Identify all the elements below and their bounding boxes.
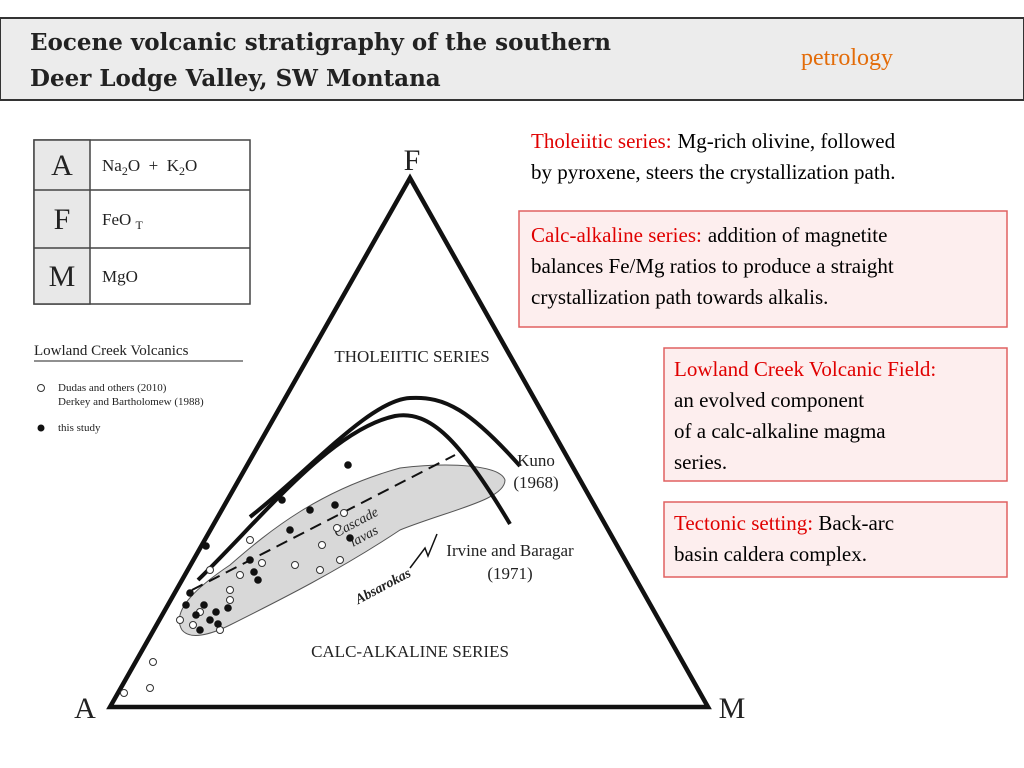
filled-point xyxy=(196,626,204,634)
header-band xyxy=(0,17,1024,101)
open-point xyxy=(316,566,324,574)
note-body: addition of magnetite xyxy=(708,223,888,247)
note-line: Lowland Creek Volcanic Field: xyxy=(674,357,936,381)
vertex-label: M xyxy=(719,692,746,725)
pointer xyxy=(409,533,438,569)
note-head: Tholeiitic series: xyxy=(531,129,672,153)
open-point xyxy=(146,684,154,692)
filled-point xyxy=(250,568,258,576)
vertex-label: F xyxy=(404,144,421,177)
formula-part: MgO xyxy=(102,267,138,286)
open-point xyxy=(333,524,341,532)
open-point xyxy=(246,536,254,544)
vertex-label: A xyxy=(74,692,96,725)
note-line: by pyroxene, steers the crystallization … xyxy=(531,160,895,184)
curve-label: Kuno xyxy=(517,451,555,470)
legend-title: Lowland Creek Volcanics xyxy=(34,343,189,359)
filled-point xyxy=(214,620,222,628)
title-line: Deer Lodge Valley, SW Montana xyxy=(30,65,441,92)
key-formula: Na2O + K2O xyxy=(102,156,197,178)
filled-point xyxy=(206,616,214,624)
subscript: 2 xyxy=(122,164,128,178)
filled-point xyxy=(346,534,354,542)
subscript: T xyxy=(136,218,144,232)
note-line: of a calc-alkaline magma xyxy=(674,419,886,443)
key-letter: F xyxy=(54,203,71,236)
trend-line xyxy=(191,454,456,591)
open-point xyxy=(120,689,128,697)
subscript: 2 xyxy=(179,164,185,178)
open-point xyxy=(291,561,299,569)
filled-point xyxy=(278,496,286,504)
note-body: Back-arc xyxy=(813,511,894,535)
filled-point xyxy=(254,576,262,584)
tag: petrology xyxy=(801,45,893,71)
note-box xyxy=(663,347,1008,482)
legend-entry: Derkey and Bartholomew (1988) xyxy=(58,396,204,408)
formula-part: O + K xyxy=(128,156,180,175)
note-line: basin caldera complex. xyxy=(674,542,867,566)
filled-point xyxy=(202,542,210,550)
legend-entry: this study xyxy=(58,422,101,434)
note-line: Tholeiitic series: Mg-rich olivine, follo… xyxy=(531,129,896,153)
filled-point xyxy=(182,601,190,609)
key-letter: M xyxy=(49,260,76,293)
note-head: Tectonic setting: xyxy=(674,511,813,535)
title-line: Eocene volcanic stratigraphy of the sout… xyxy=(30,29,611,56)
legend-entry: Dudas and others (2010) xyxy=(58,382,167,394)
open-point xyxy=(258,559,266,567)
note-line: Tectonic setting: Back-arc xyxy=(674,511,894,535)
key-formula: MgO xyxy=(102,267,138,286)
note-line: crystallization path towards alkalis. xyxy=(531,285,828,309)
note-line: series. xyxy=(674,450,727,474)
cascade-field xyxy=(179,464,506,636)
formula-part: Na xyxy=(102,156,122,175)
filled-point xyxy=(344,461,352,469)
filled-point xyxy=(286,526,294,534)
legend-symbol xyxy=(37,424,45,432)
formula-part: FeO xyxy=(102,210,136,229)
open-point xyxy=(336,556,344,564)
note-head: Calc-alkaline series: xyxy=(531,223,702,247)
filled-point xyxy=(186,589,194,597)
note-line: Calc-alkaline series: addition of magneti… xyxy=(531,223,887,247)
filled-point xyxy=(200,601,208,609)
note-body: Mg-rich olivine, followed xyxy=(678,129,896,153)
filled-point xyxy=(306,506,314,514)
field-label: CALC-ALKALINE SERIES xyxy=(311,642,509,661)
irvine-curve xyxy=(196,413,512,582)
note-head: Lowland Creek Volcanic Field: xyxy=(674,357,936,381)
field-label: THOLEIITIC SERIES xyxy=(334,347,489,366)
curve-label: Irvine and Baragar xyxy=(446,541,574,560)
note-line: an evolved component xyxy=(674,388,864,412)
open-point xyxy=(149,658,157,666)
open-point xyxy=(206,566,214,574)
filled-point xyxy=(224,604,232,612)
key-table xyxy=(33,139,251,305)
open-point xyxy=(176,616,184,624)
filled-point xyxy=(331,501,339,509)
open-point xyxy=(226,586,234,594)
open-point xyxy=(236,571,244,579)
filled-point xyxy=(212,608,220,616)
afm-diagram: F A M THOLEIITIC SERIES CALC-ALKALINE SE… xyxy=(74,144,745,725)
filled-point xyxy=(246,556,254,564)
curve-label: (1971) xyxy=(487,564,532,583)
open-point xyxy=(189,621,197,629)
open-point xyxy=(226,596,234,604)
letter-column xyxy=(33,139,91,305)
filled-point xyxy=(192,611,200,619)
note-box xyxy=(518,210,1008,328)
formula-part: O xyxy=(185,156,197,175)
note-line: balances Fe/Mg ratios to produce a strai… xyxy=(531,254,894,278)
open-point xyxy=(340,509,348,517)
key-formula: FeO T xyxy=(102,210,144,232)
note-box xyxy=(663,501,1008,578)
key-letter: A xyxy=(51,149,73,182)
legend-symbol xyxy=(37,384,45,392)
triangle xyxy=(106,173,712,710)
curve-label: (1968) xyxy=(513,473,558,492)
open-point xyxy=(318,541,326,549)
